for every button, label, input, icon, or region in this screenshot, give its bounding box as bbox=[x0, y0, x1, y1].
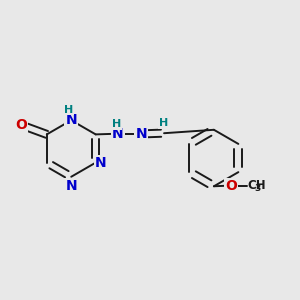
Text: N: N bbox=[95, 156, 107, 170]
Text: H: H bbox=[158, 118, 168, 128]
Text: N: N bbox=[135, 127, 147, 141]
Text: H: H bbox=[64, 105, 73, 115]
Text: CH: CH bbox=[247, 179, 266, 192]
Text: 3: 3 bbox=[254, 184, 261, 193]
Text: N: N bbox=[65, 179, 77, 193]
Text: O: O bbox=[225, 179, 237, 193]
Text: N: N bbox=[65, 113, 77, 127]
Text: O: O bbox=[15, 118, 27, 132]
Text: H: H bbox=[112, 119, 121, 129]
Text: N: N bbox=[112, 127, 124, 141]
